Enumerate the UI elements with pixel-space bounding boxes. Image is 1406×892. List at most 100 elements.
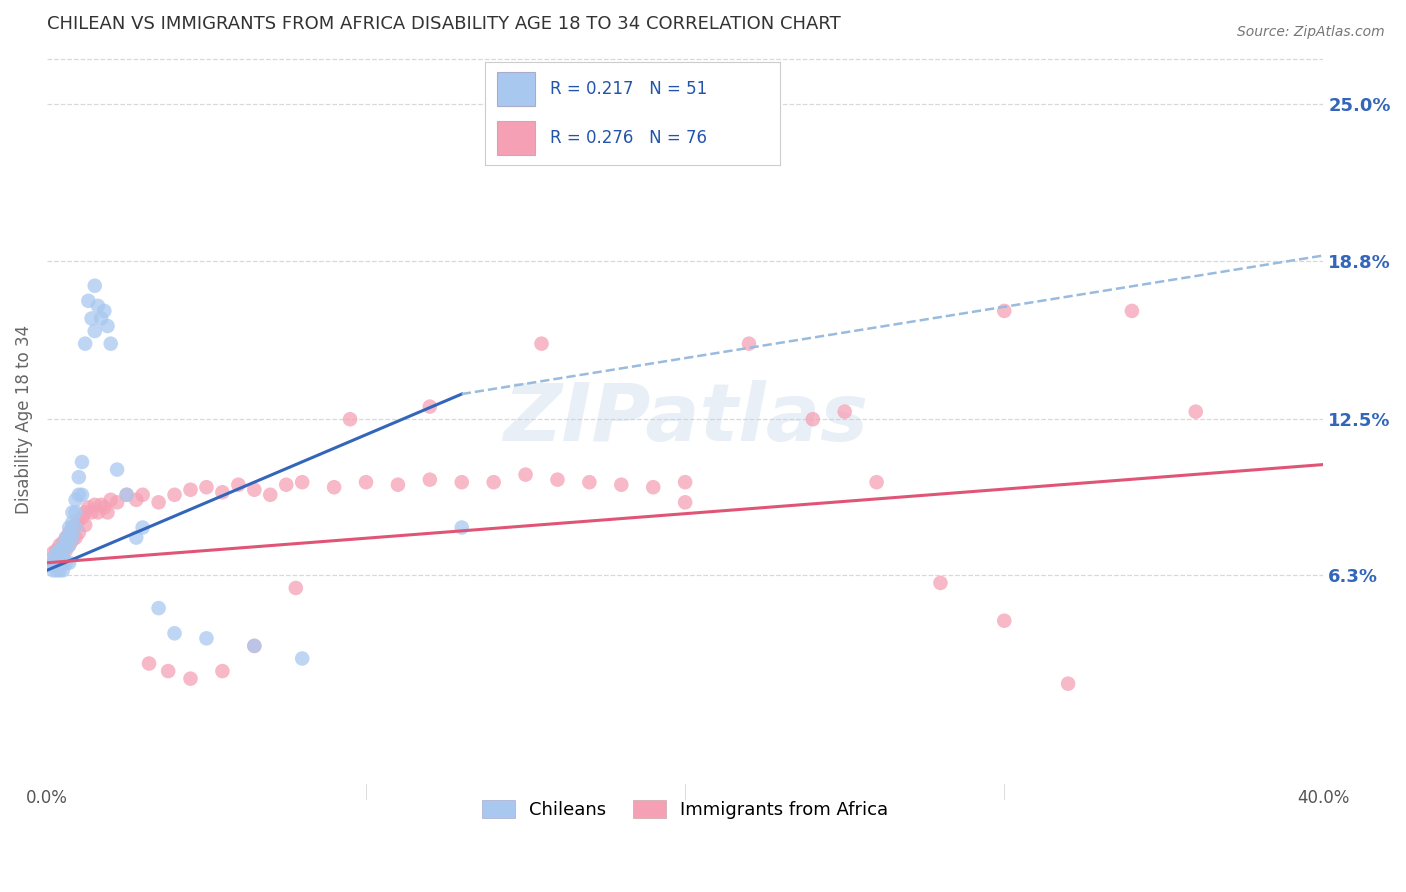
Point bbox=[1057, 676, 1080, 690]
Point bbox=[67, 488, 90, 502]
Point bbox=[87, 505, 110, 519]
Point bbox=[62, 505, 84, 519]
Point bbox=[75, 336, 97, 351]
FancyBboxPatch shape bbox=[496, 121, 536, 155]
Point bbox=[90, 311, 112, 326]
Point bbox=[55, 543, 77, 558]
Point bbox=[52, 538, 75, 552]
Point bbox=[276, 477, 298, 491]
Point bbox=[42, 550, 65, 565]
Point bbox=[48, 550, 70, 565]
Point bbox=[96, 505, 118, 519]
Point bbox=[482, 475, 505, 490]
Point bbox=[52, 550, 75, 565]
Point bbox=[75, 505, 97, 519]
Point bbox=[90, 498, 112, 512]
Point bbox=[45, 553, 67, 567]
Point bbox=[515, 467, 537, 482]
Point bbox=[179, 483, 201, 497]
Point bbox=[80, 505, 103, 519]
Y-axis label: Disability Age 18 to 34: Disability Age 18 to 34 bbox=[15, 325, 32, 514]
Point bbox=[419, 473, 441, 487]
Point bbox=[148, 495, 170, 509]
Point bbox=[83, 324, 105, 338]
Point bbox=[339, 412, 361, 426]
Text: Source: ZipAtlas.com: Source: ZipAtlas.com bbox=[1237, 25, 1385, 39]
Point bbox=[115, 488, 138, 502]
Point bbox=[52, 563, 75, 577]
Point bbox=[67, 513, 90, 527]
Point bbox=[52, 556, 75, 570]
Point bbox=[45, 543, 67, 558]
Point bbox=[259, 488, 281, 502]
Point bbox=[157, 664, 180, 678]
Point bbox=[834, 405, 856, 419]
Point bbox=[42, 556, 65, 570]
Point bbox=[1184, 405, 1206, 419]
Point bbox=[125, 492, 148, 507]
Point bbox=[58, 525, 80, 540]
Point bbox=[125, 531, 148, 545]
Point bbox=[179, 672, 201, 686]
Point bbox=[530, 336, 553, 351]
Point bbox=[163, 626, 186, 640]
Point bbox=[195, 480, 218, 494]
Point bbox=[67, 470, 90, 484]
Point bbox=[55, 531, 77, 545]
Point bbox=[929, 576, 952, 591]
Point bbox=[105, 495, 128, 509]
Point bbox=[673, 495, 696, 509]
Point bbox=[70, 488, 93, 502]
Point bbox=[55, 556, 77, 570]
Point bbox=[65, 505, 87, 519]
Point bbox=[80, 311, 103, 326]
Text: CHILEAN VS IMMIGRANTS FROM AFRICA DISABILITY AGE 18 TO 34 CORRELATION CHART: CHILEAN VS IMMIGRANTS FROM AFRICA DISABI… bbox=[46, 15, 841, 33]
Point bbox=[243, 639, 266, 653]
Point bbox=[58, 528, 80, 542]
Point bbox=[673, 475, 696, 490]
Point bbox=[93, 304, 115, 318]
Point bbox=[1121, 304, 1143, 318]
Point bbox=[131, 488, 153, 502]
Point bbox=[323, 480, 346, 494]
Point bbox=[610, 477, 633, 491]
Point bbox=[100, 336, 122, 351]
Point bbox=[993, 614, 1015, 628]
Point bbox=[65, 531, 87, 545]
Point bbox=[65, 492, 87, 507]
Point bbox=[93, 500, 115, 515]
Point bbox=[801, 412, 824, 426]
Point bbox=[105, 462, 128, 476]
Point bbox=[291, 651, 314, 665]
Point bbox=[578, 475, 600, 490]
Point bbox=[547, 473, 569, 487]
Point bbox=[55, 531, 77, 545]
Point bbox=[70, 455, 93, 469]
Point bbox=[65, 520, 87, 534]
Point bbox=[243, 483, 266, 497]
Point bbox=[62, 533, 84, 548]
Point bbox=[115, 488, 138, 502]
Point bbox=[42, 546, 65, 560]
Point bbox=[77, 500, 100, 515]
FancyBboxPatch shape bbox=[496, 71, 536, 105]
Point bbox=[75, 518, 97, 533]
Point bbox=[45, 546, 67, 560]
Point bbox=[100, 492, 122, 507]
Point bbox=[83, 498, 105, 512]
Text: R = 0.276   N = 76: R = 0.276 N = 76 bbox=[550, 128, 707, 147]
Point bbox=[52, 556, 75, 570]
Point bbox=[865, 475, 887, 490]
Point bbox=[55, 541, 77, 555]
Point bbox=[284, 581, 307, 595]
Point bbox=[228, 477, 250, 491]
Point bbox=[45, 563, 67, 577]
Point bbox=[450, 475, 472, 490]
Point bbox=[163, 488, 186, 502]
Point bbox=[62, 516, 84, 530]
Point bbox=[148, 601, 170, 615]
Point bbox=[70, 510, 93, 524]
Point bbox=[993, 304, 1015, 318]
Point bbox=[48, 563, 70, 577]
Point bbox=[52, 543, 75, 558]
